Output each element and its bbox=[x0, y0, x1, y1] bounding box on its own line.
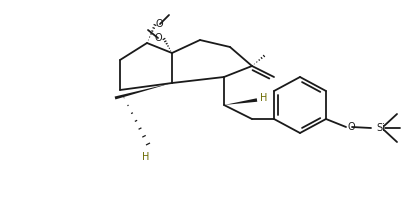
Text: H: H bbox=[142, 152, 150, 162]
Polygon shape bbox=[224, 98, 257, 105]
Text: O: O bbox=[347, 122, 355, 132]
Text: H: H bbox=[260, 93, 267, 103]
Text: O: O bbox=[156, 19, 164, 29]
Text: O: O bbox=[154, 33, 162, 43]
Text: Si: Si bbox=[376, 123, 385, 133]
Polygon shape bbox=[115, 83, 172, 99]
